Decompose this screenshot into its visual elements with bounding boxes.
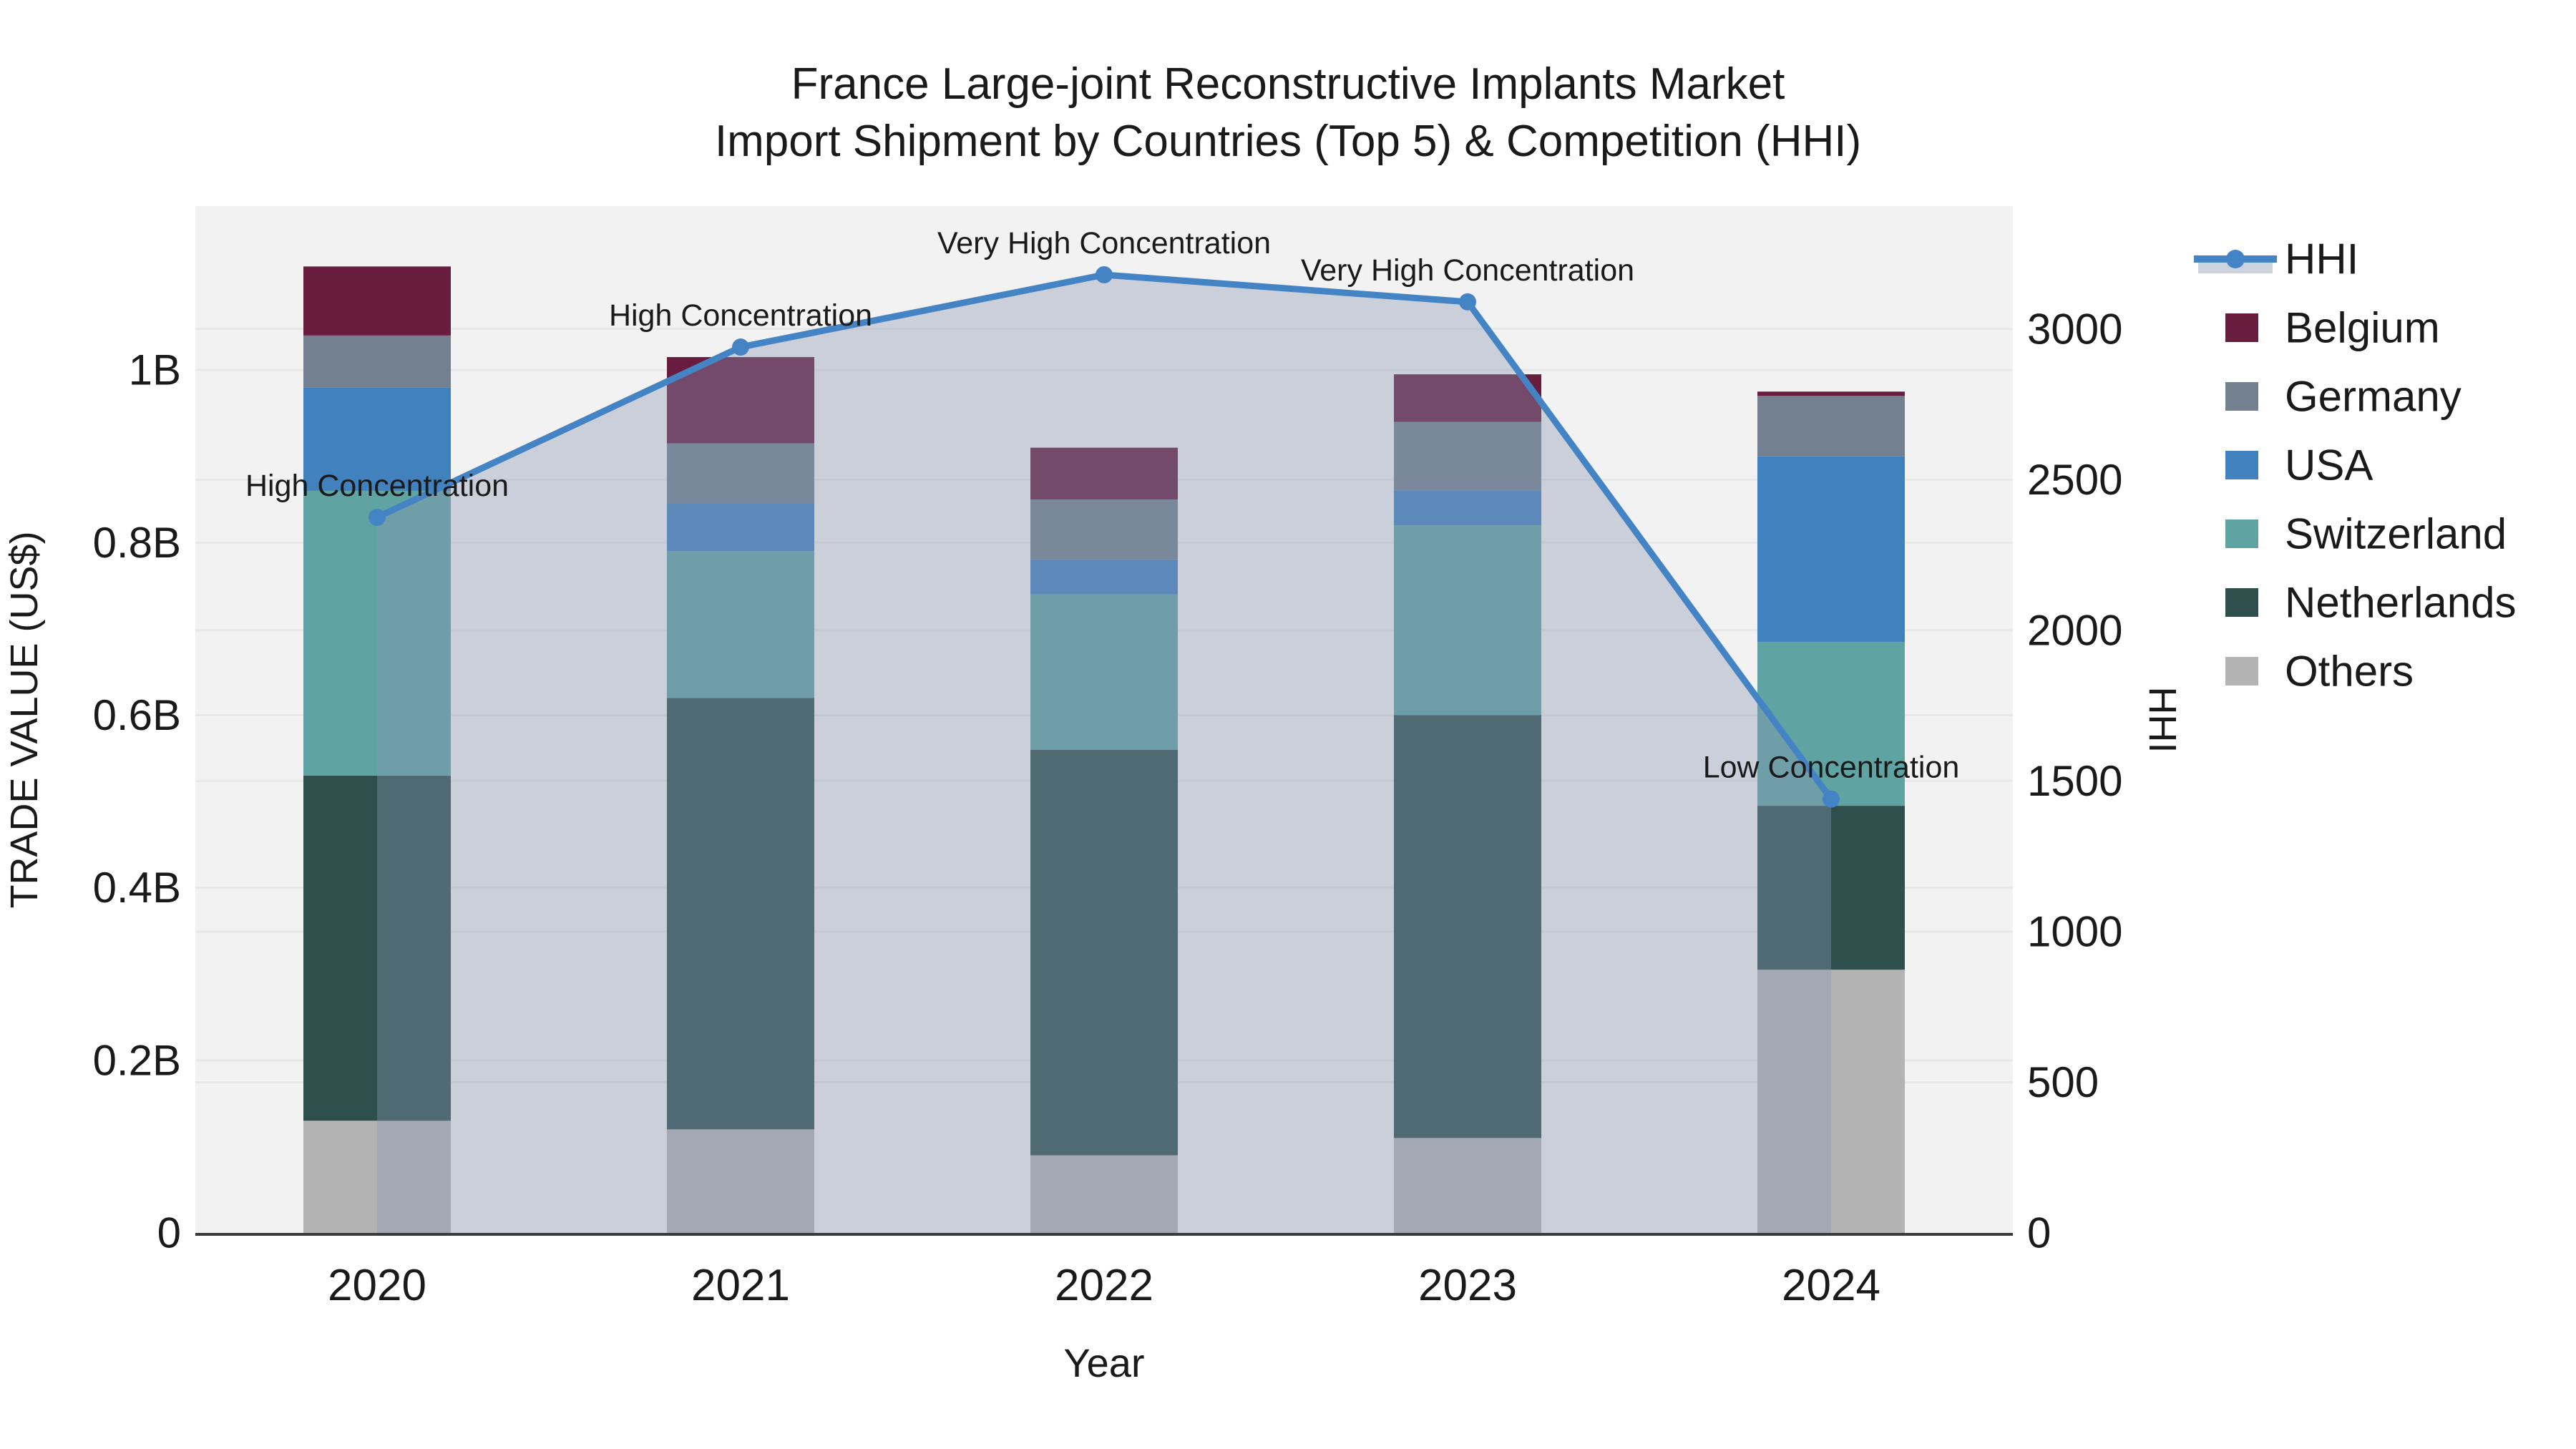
bar-segment-2023-usa[interactable] — [1394, 490, 1541, 526]
bar-segment-2024-netherlands[interactable] — [1757, 806, 1905, 970]
y-left-tick-0.2B: 0.2B — [93, 1036, 181, 1084]
bar-segment-2021-switzerland[interactable] — [667, 551, 814, 698]
legend-label-others: Others — [2285, 648, 2414, 696]
bar-segment-2022-others[interactable] — [1030, 1155, 1178, 1233]
x-tick-2024: 2024 — [1782, 1261, 1880, 1310]
y-left-tick-0.8B: 0.8B — [93, 519, 181, 567]
bar-segment-2023-switzerland[interactable] — [1394, 525, 1541, 716]
legend-item-usa[interactable]: USA — [2225, 441, 2373, 489]
bar-segment-2023-belgium[interactable] — [1394, 374, 1541, 422]
hhi-area-fill — [377, 275, 1831, 1233]
bar-segment-2022-belgium[interactable] — [1030, 447, 1178, 499]
bar-segment-2020-others[interactable] — [303, 1121, 451, 1233]
y-left-axis-title: TRADE VALUE (US$) — [3, 531, 46, 908]
y-right-tick-0: 0 — [2027, 1209, 2051, 1257]
x-tick-2022: 2022 — [1055, 1261, 1153, 1310]
legend-swatch-netherlands — [2225, 588, 2258, 617]
bar-segment-2021-netherlands[interactable] — [667, 698, 814, 1130]
legend-item-netherlands[interactable]: Netherlands — [2225, 579, 2517, 627]
y-right-tick-500: 500 — [2027, 1058, 2099, 1106]
chart-title-line2: Import Shipment by Countries (Top 5) & C… — [715, 117, 1861, 166]
bar-segment-2023-others[interactable] — [1394, 1138, 1541, 1233]
legend-swatch-switzerland — [2225, 519, 2258, 548]
legend-label-usa: USA — [2285, 441, 2373, 489]
bar-segment-2022-usa[interactable] — [1030, 560, 1178, 595]
hhi-marker-2024[interactable] — [1823, 790, 1840, 808]
bar-segment-2023-netherlands[interactable] — [1394, 715, 1541, 1138]
y-left-tick-0: 0 — [157, 1209, 181, 1257]
y-right-tick-1500: 1500 — [2027, 757, 2122, 805]
y-right-tick-1000: 1000 — [2027, 907, 2122, 955]
legend-label-netherlands: Netherlands — [2285, 579, 2517, 627]
bar-segment-2020-usa[interactable] — [303, 387, 451, 491]
x-tick-2021: 2021 — [691, 1261, 790, 1310]
y-right-tick-2500: 2500 — [2027, 456, 2122, 504]
legend-item-hhi[interactable]: HHI — [2194, 235, 2358, 283]
x-tick-2020: 2020 — [328, 1261, 426, 1310]
hhi-marker-2021[interactable] — [732, 338, 749, 356]
annotation-2024: Low Concentration — [1703, 751, 1960, 785]
annotation-2022: Very High Concentration — [937, 226, 1271, 260]
bar-segment-2024-others[interactable] — [1757, 970, 1905, 1233]
bar-segment-2024-belgium[interactable] — [1757, 391, 1905, 396]
legend-swatch-others — [2225, 657, 2258, 686]
hhi-marker-2020[interactable] — [369, 508, 386, 526]
bar-segment-2024-usa[interactable] — [1757, 456, 1905, 642]
bar-segment-2021-usa[interactable] — [667, 504, 814, 552]
y-left-tick-1B: 1B — [129, 346, 181, 394]
annotation-2023: Very High Concentration — [1301, 253, 1634, 288]
legend-label-switzerland: Switzerland — [2285, 510, 2507, 558]
bar-segment-2020-switzerland[interactable] — [303, 490, 451, 776]
bar-segment-2021-others[interactable] — [667, 1129, 814, 1233]
bar-segment-2020-germany[interactable] — [303, 335, 451, 388]
bar-segment-2022-germany[interactable] — [1030, 499, 1178, 560]
legend-hhi-marker-swatch — [2226, 250, 2245, 268]
y-right-axis-title: HHI — [2141, 687, 2184, 753]
bar-segment-2020-belgium[interactable] — [303, 266, 451, 336]
legend-label-belgium: Belgium — [2285, 304, 2440, 352]
chart-title-line1: France Large-joint Reconstructive Implan… — [791, 59, 1785, 109]
y-left-tick-0.6B: 0.6B — [93, 691, 181, 739]
legend-swatch-usa — [2225, 451, 2258, 479]
hhi-marker-2022[interactable] — [1096, 266, 1113, 284]
bar-segment-2024-switzerland[interactable] — [1757, 641, 1905, 806]
legend-label-germany: Germany — [2285, 373, 2462, 421]
x-axis-title: Year — [1063, 1340, 1144, 1385]
bar-segment-2020-netherlands[interactable] — [303, 775, 451, 1121]
hhi-marker-2023[interactable] — [1459, 293, 1476, 311]
legend-swatch-belgium — [2225, 313, 2258, 342]
bar-segment-2022-switzerland[interactable] — [1030, 594, 1178, 750]
legend-label-hhi: HHI — [2285, 235, 2358, 283]
legend-item-switzerland[interactable]: Switzerland — [2225, 510, 2507, 558]
y-right-tick-2000: 2000 — [2027, 606, 2122, 654]
y-left-tick-0.4B: 0.4B — [93, 864, 181, 912]
x-tick-2023: 2023 — [1418, 1261, 1517, 1310]
bar-segment-2023-germany[interactable] — [1394, 421, 1541, 491]
bar-segment-2022-netherlands[interactable] — [1030, 749, 1178, 1156]
bar-segment-2021-germany[interactable] — [667, 443, 814, 504]
y-right-tick-3000: 3000 — [2027, 305, 2122, 353]
legend-swatch-germany — [2225, 382, 2258, 411]
legend-item-others[interactable]: Others — [2225, 648, 2414, 696]
legend-item-germany[interactable]: Germany — [2225, 373, 2462, 421]
legend-item-belgium[interactable]: Belgium — [2225, 304, 2440, 352]
bar-segment-2024-germany[interactable] — [1757, 396, 1905, 457]
annotation-2020: High Concentration — [245, 469, 509, 503]
annotation-2021: High Concentration — [609, 298, 872, 333]
